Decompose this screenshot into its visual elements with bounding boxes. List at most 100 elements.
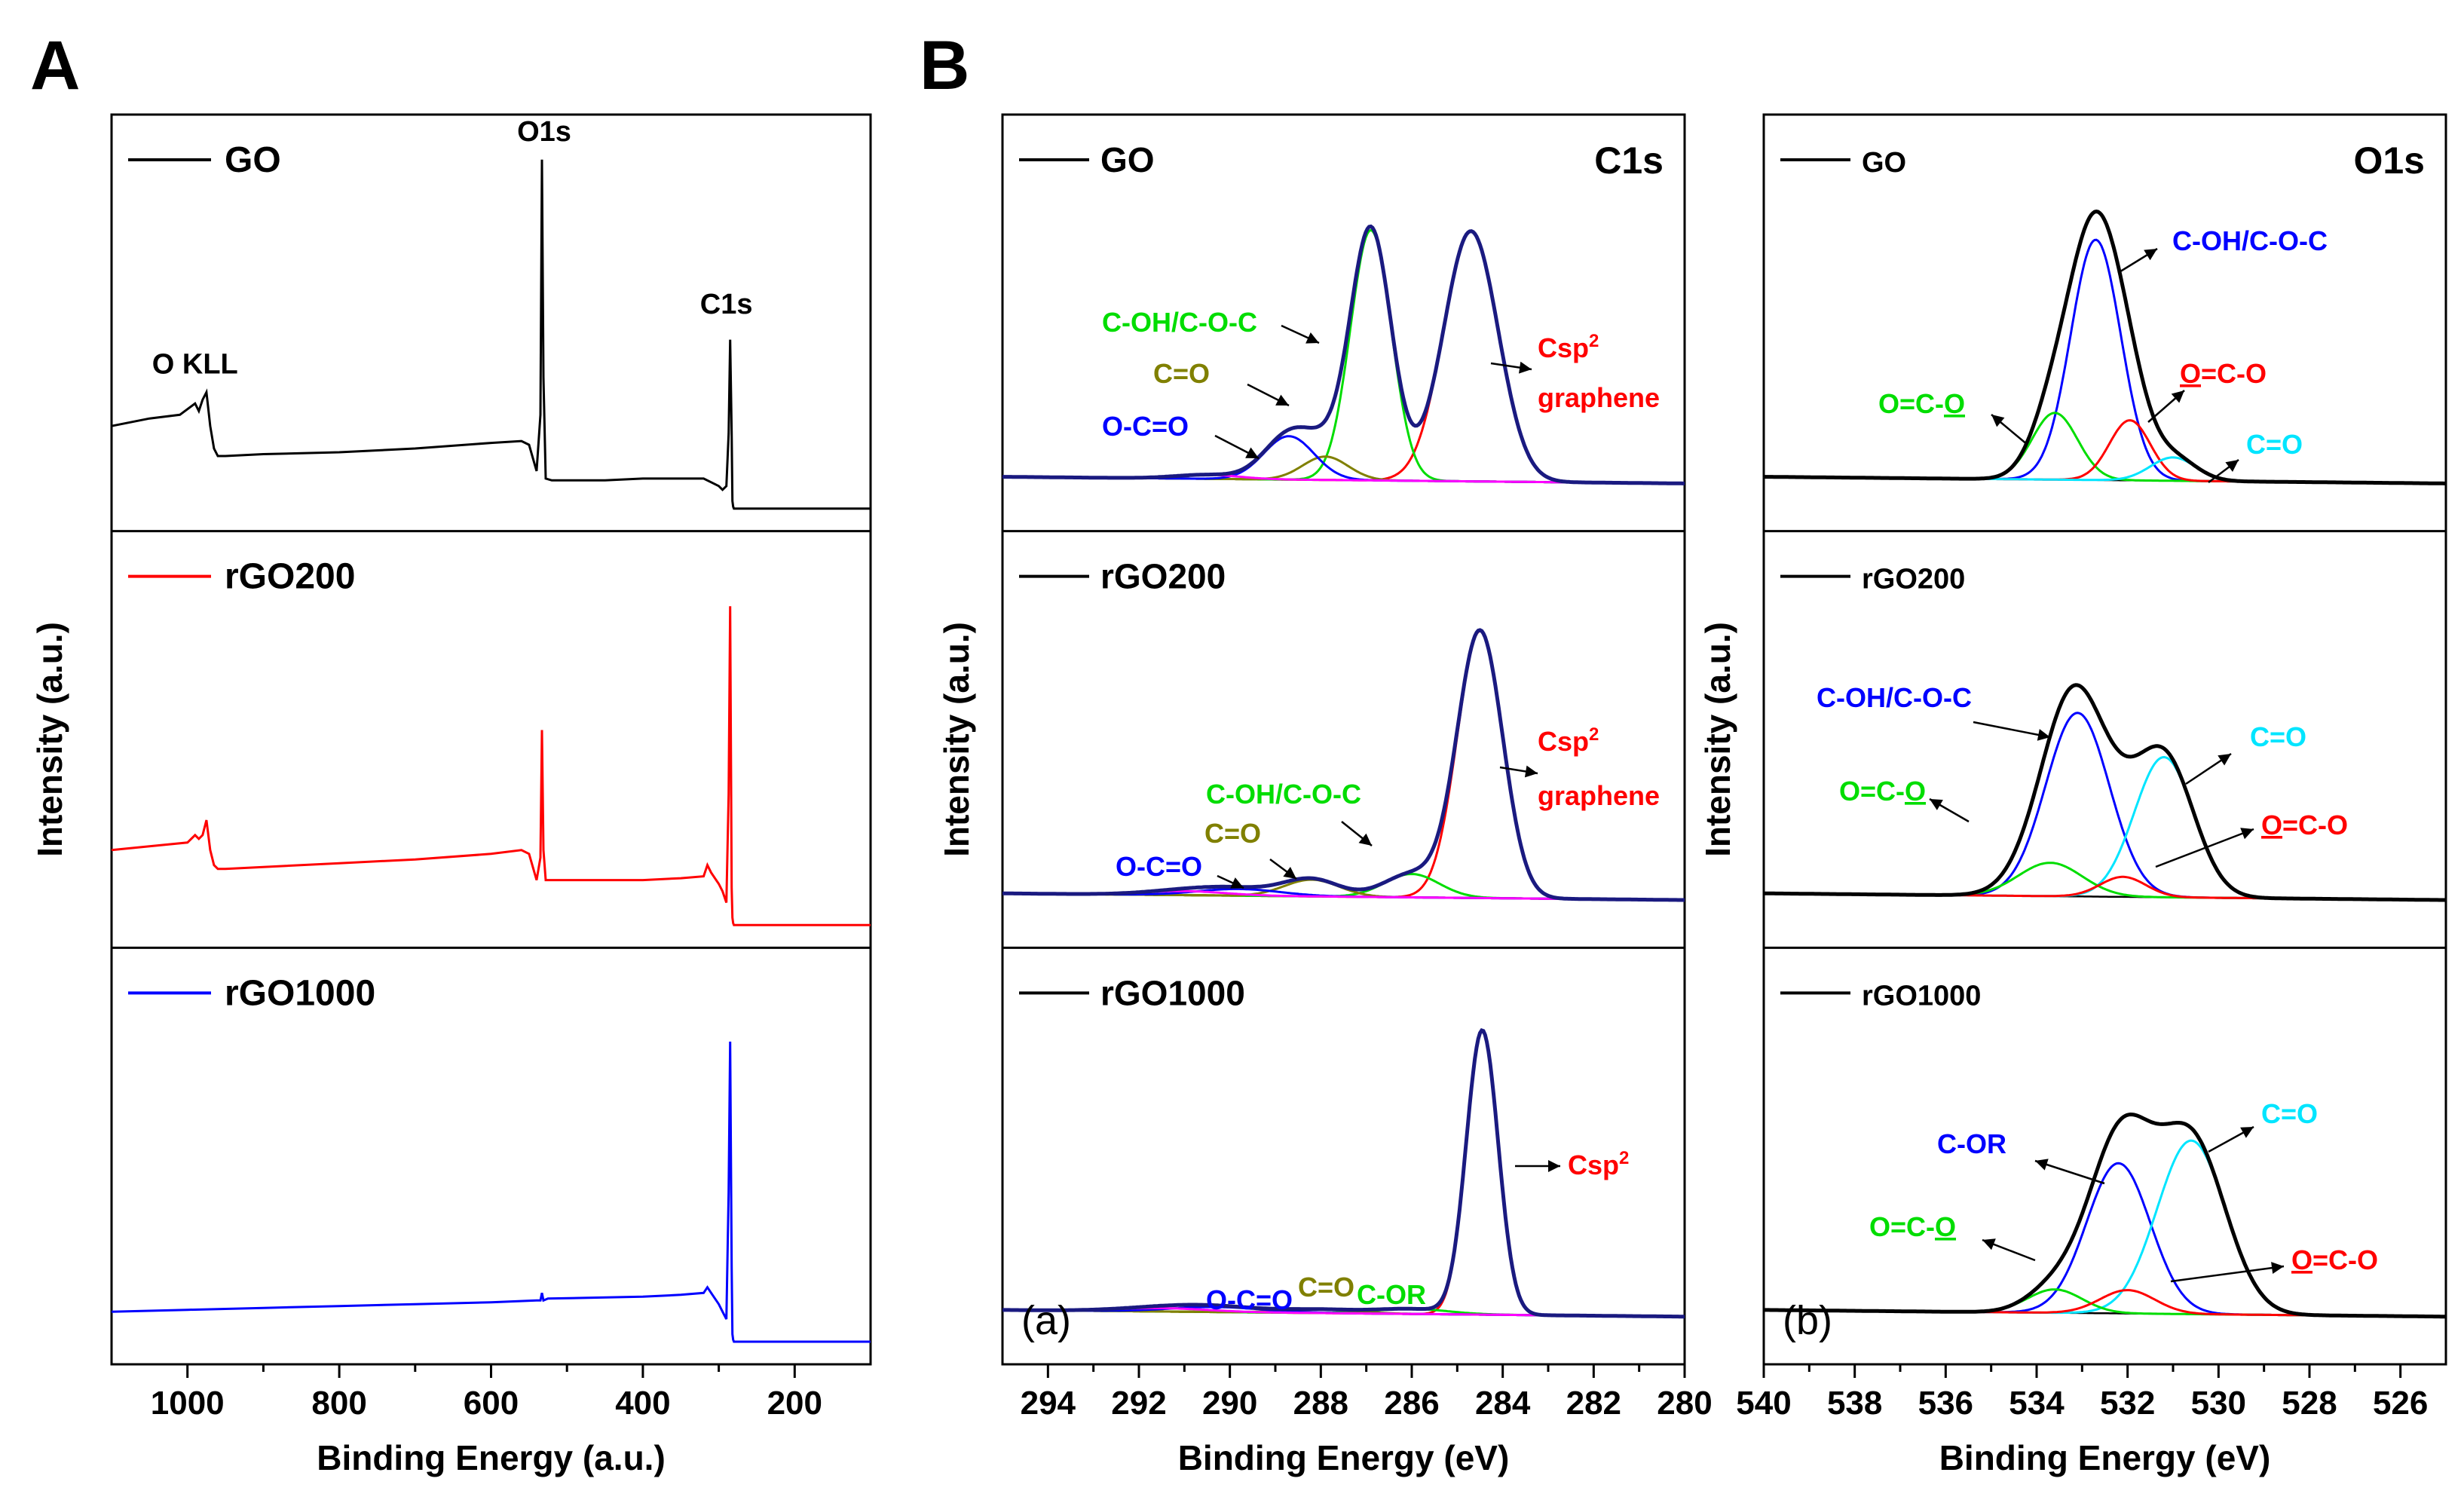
label-arrow-head	[1548, 1160, 1560, 1172]
label-arrow	[2170, 1265, 2285, 1283]
x-tick-label: 286	[1384, 1385, 1439, 1422]
x-tick-label-a: 600	[464, 1385, 519, 1422]
legend-label-GO: GO	[225, 140, 281, 180]
panel-letter-b: B	[920, 27, 969, 104]
label-arrow-head	[2240, 1127, 2254, 1138]
peak-label: O=C-O	[2180, 358, 2267, 389]
x-tick-label: 288	[1293, 1385, 1348, 1422]
survey-line-rGO1000	[111, 1041, 871, 1343]
label-arrow-head	[2171, 390, 2184, 403]
x-tick-label: 532	[2100, 1385, 2155, 1422]
peak-label: C=O	[2246, 429, 2303, 460]
legend-label-rGO1000: rGO1000	[1862, 980, 1981, 1012]
panel-b-o1s: 540 538 536 534 532 530 528 526 Binding Energy (…	[1698, 113, 2447, 1477]
peak-label: C-OR	[1937, 1128, 2006, 1159]
annotation-O1s: O1s	[517, 116, 571, 148]
peak-label: Csp2	[1568, 1148, 1629, 1180]
legend-label-rGO200: rGO200	[1862, 564, 1965, 595]
envelope-rGO200	[1002, 628, 1685, 902]
peak-label: O-C=O	[1206, 1284, 1293, 1315]
x-tick-label: 284	[1475, 1385, 1531, 1422]
y-axis-label: Intensity (a.u.)	[1698, 622, 1737, 857]
x-tick-label: 530	[2191, 1385, 2246, 1422]
panel-a: 1000 800 600 400 200 Binding Energy (a.u.) Int…	[30, 113, 872, 1477]
survey-line-GO	[111, 159, 871, 510]
envelope-rGO200	[1764, 683, 2447, 902]
component-C-OR	[1764, 1162, 2446, 1318]
peak-label: C=O	[2261, 1098, 2318, 1129]
x-tick-label: 538	[1827, 1385, 1882, 1422]
x-tick-label: 282	[1566, 1385, 1621, 1422]
peak-label: graphene	[1538, 382, 1660, 413]
envelope-GO	[1002, 224, 1685, 485]
peak-label: C-OR	[1357, 1279, 1426, 1310]
peak-label: O=C-O	[1878, 388, 1965, 419]
label-arrow-head	[1991, 415, 2005, 427]
peak-label: C-OH/C-O-C	[1206, 779, 1361, 810]
label-arrow	[1973, 721, 2051, 739]
label-arrow-head	[1230, 877, 1244, 889]
label-arrow-head	[1524, 765, 1538, 778]
x-tick-label: 536	[1918, 1385, 1973, 1422]
legend-label-GO: GO	[1100, 140, 1155, 179]
label-arrow-head	[2218, 754, 2231, 766]
x-tick-label: 280	[1657, 1385, 1712, 1422]
peak-label: O=C-O	[1839, 776, 1926, 807]
x-tick-label: 540	[1736, 1385, 1791, 1422]
peak-label: Csp2	[1538, 724, 1599, 757]
component-C-OH-C-O-C	[1763, 238, 2446, 485]
label-arrow-head	[1305, 332, 1319, 344]
x-tick-label-a: 200	[767, 1385, 822, 1422]
envelope-GO	[1763, 210, 2446, 485]
label-arrow-head	[2035, 1159, 2049, 1171]
label-arrow-head	[1358, 833, 1372, 846]
plot-layer: 1000 800 600 400 200 Binding Energy (a.u.) Int…	[30, 113, 2447, 1477]
label-arrow-head	[1283, 867, 1296, 879]
annotation-C1s: C1s	[700, 289, 753, 320]
y-axis-label: Intensity (a.u.)	[937, 622, 976, 857]
panel-title: O1s	[2353, 139, 2425, 182]
label-arrow-head	[1930, 799, 1943, 810]
panel-title: C1s	[1594, 139, 1664, 182]
x-tick-label-a: 400	[615, 1385, 670, 1422]
component-Csp2-graphene	[1002, 629, 1685, 901]
x-axis-label: Binding Energy (eV)	[1939, 1438, 2271, 1477]
x-tick-label: 534	[2009, 1385, 2065, 1422]
label-arrow-head	[2225, 460, 2239, 472]
envelope-rGO1000	[1764, 1112, 2446, 1319]
peak-label: C-OH/C-O-C	[2172, 225, 2328, 256]
label-arrow-head	[1519, 361, 1532, 374]
legend-label-rGO200: rGO200	[1100, 557, 1226, 596]
panel-letter-a: A	[30, 27, 80, 104]
label-arrow-head	[2271, 1262, 2284, 1275]
peak-label: C-OH/C-O-C	[1817, 682, 1972, 713]
legend-label-rGO1000: rGO1000	[1100, 973, 1245, 1012]
peak-label: C=O	[1298, 1272, 1354, 1302]
x-tick-label: 292	[1111, 1385, 1166, 1422]
panel-a-frame	[110, 113, 872, 1366]
peak-label: C-OH/C-O-C	[1102, 307, 1257, 338]
peak-label: C=O	[1153, 358, 1210, 389]
x-tick-label: 528	[2282, 1385, 2337, 1422]
x-axis-label-a: Binding Energy (a.u.)	[317, 1438, 666, 1477]
x-tick-label: 294	[1021, 1385, 1076, 1422]
legend-label-GO: GO	[1862, 147, 1906, 179]
label-arrow-head	[2240, 828, 2254, 840]
x-tick-label: 526	[2373, 1385, 2428, 1422]
annotation-O-KLL: O KLL	[152, 349, 238, 381]
label-arrow-head	[1982, 1238, 1996, 1250]
x-tick-label-a: 800	[311, 1385, 366, 1422]
component-C-O	[1764, 1139, 2446, 1318]
B-O1s-frame	[1762, 113, 2447, 1366]
subpanel-tag: (a)	[1021, 1298, 1071, 1343]
peak-label: O=C-O	[2291, 1244, 2378, 1275]
survey-line-rGO200	[111, 606, 871, 926]
peak-label: C=O	[1204, 818, 1261, 849]
envelope-rGO1000	[1002, 1027, 1685, 1319]
component-O-C-O	[1763, 412, 2446, 485]
peak-label: O=C-O	[2261, 810, 2348, 840]
x-tick-label: 290	[1202, 1385, 1257, 1422]
label-arrow-head	[1245, 447, 1259, 458]
panel-b-c1s: 294 292 290 288 286 284 282 280 Binding Energy (…	[937, 113, 1713, 1477]
